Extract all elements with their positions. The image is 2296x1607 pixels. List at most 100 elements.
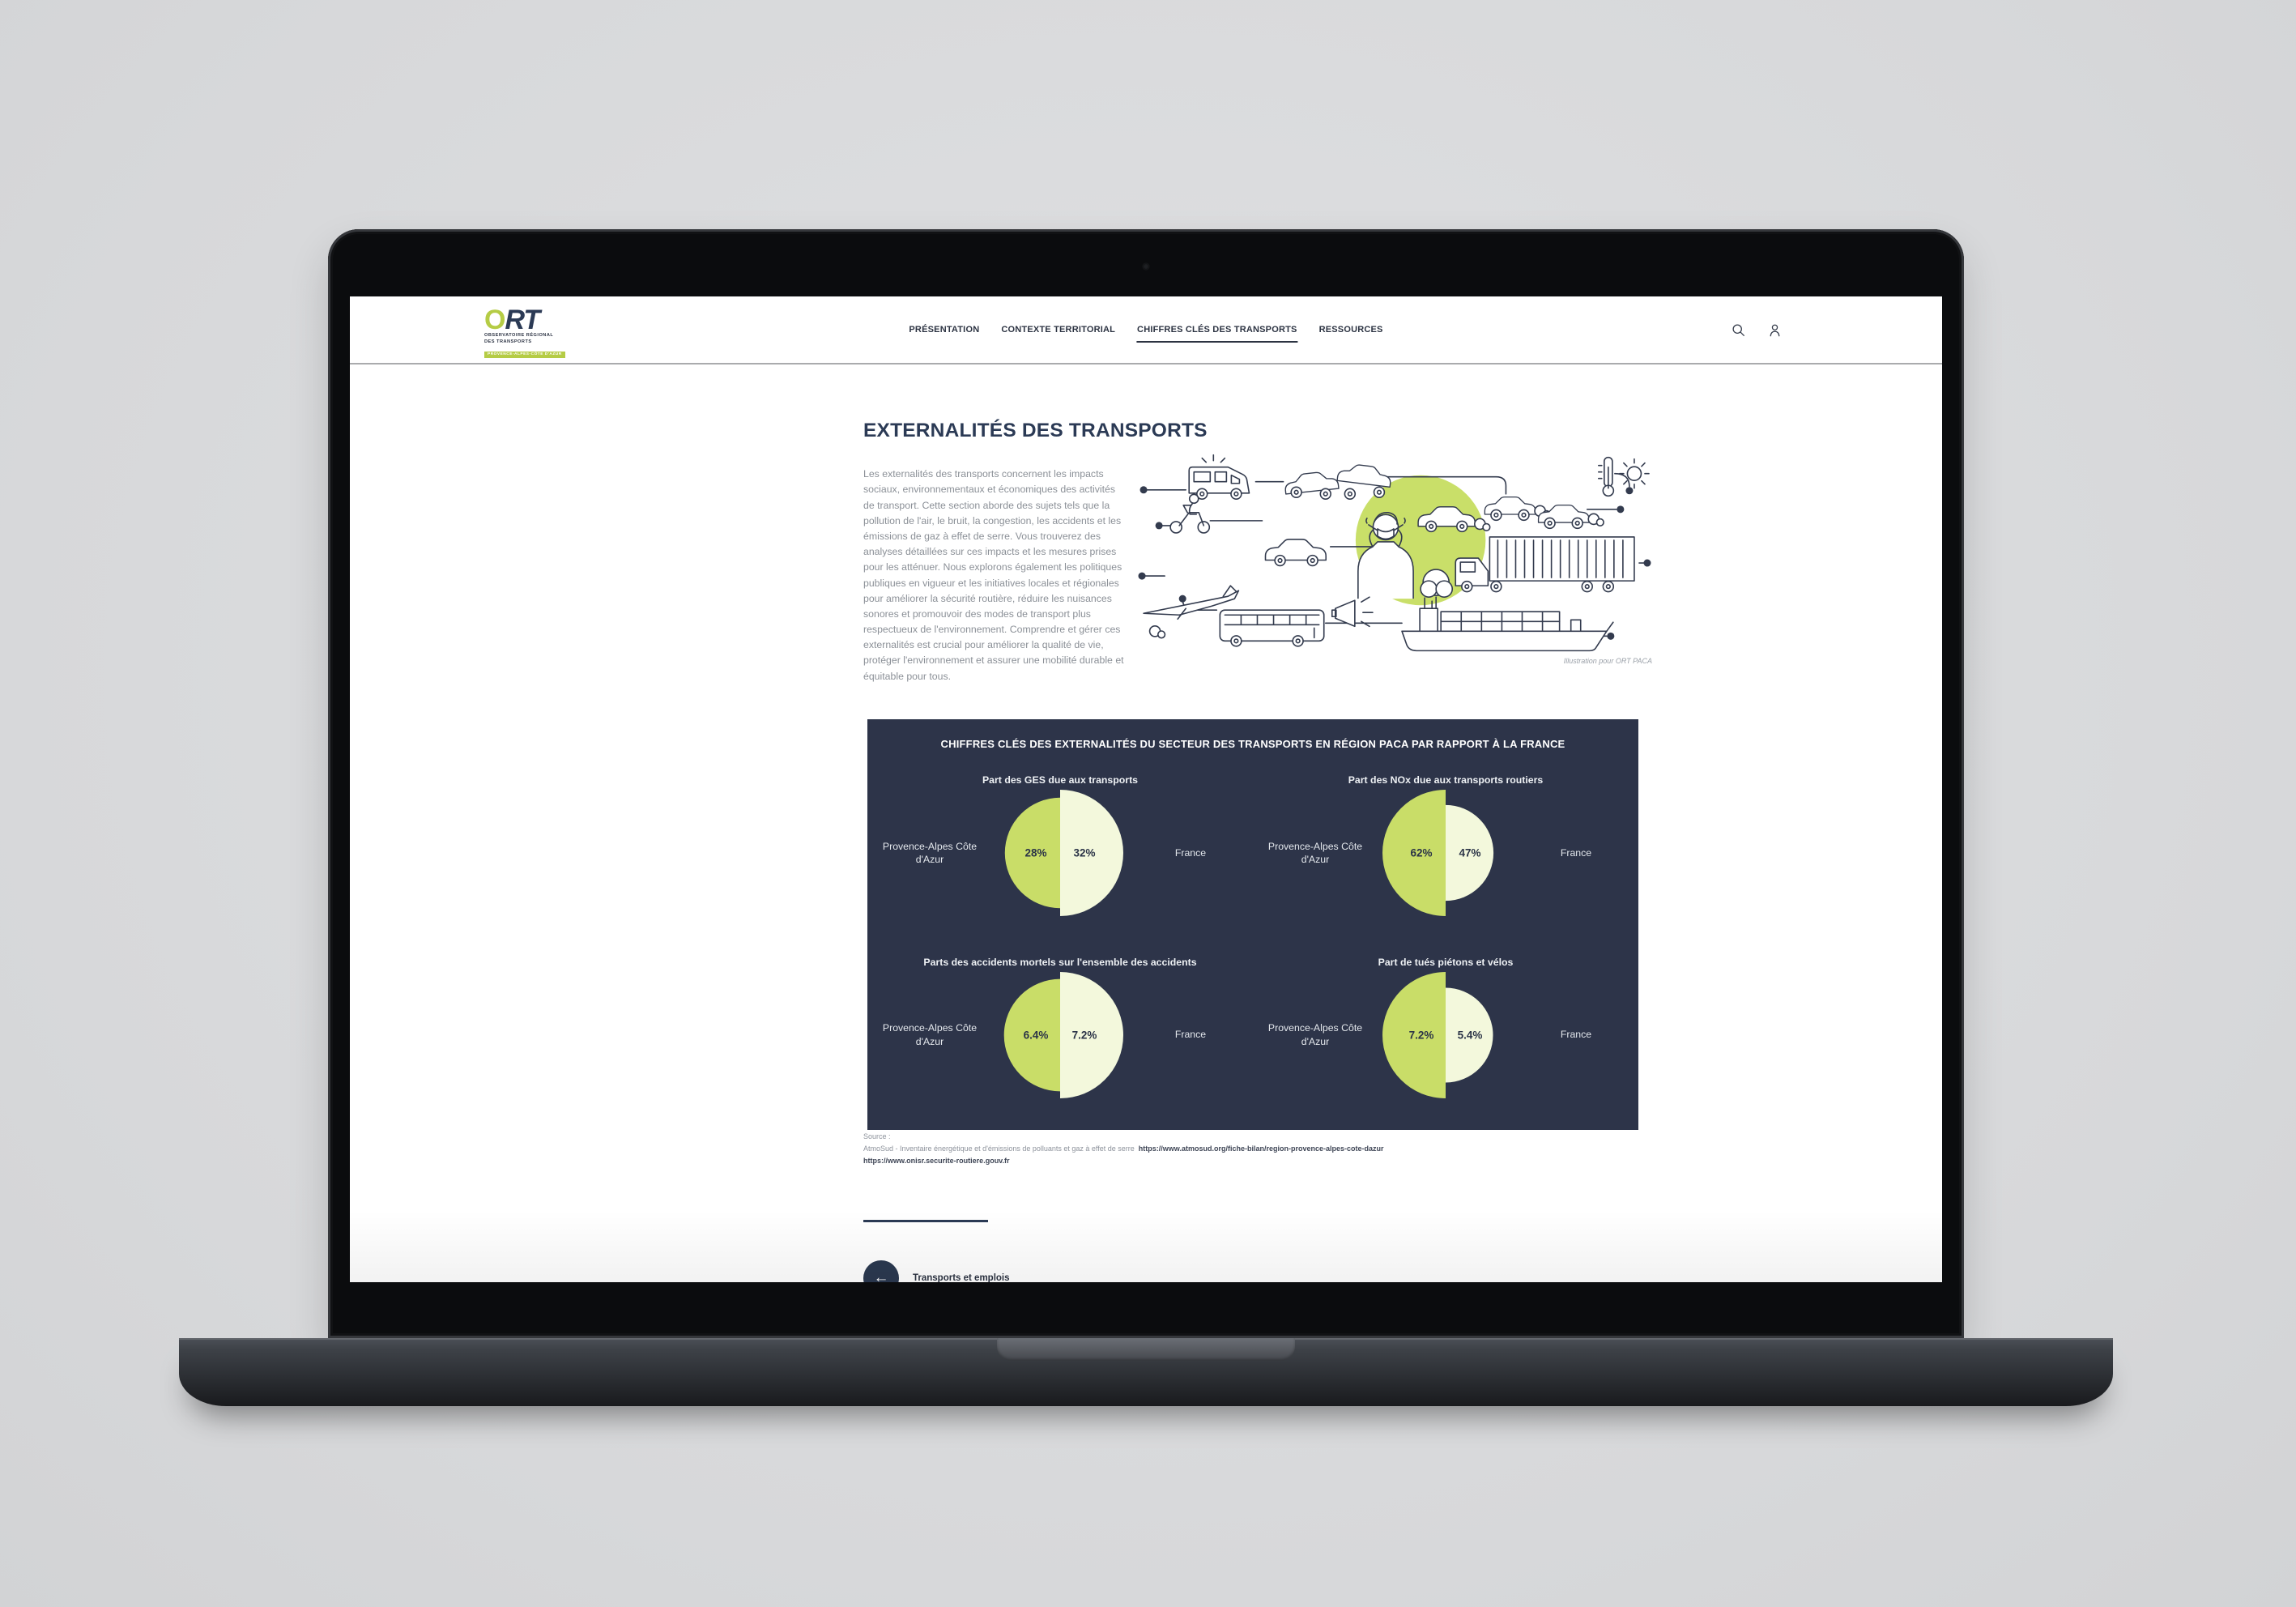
chart-pie-slot: 7.2% 5.4% (1373, 968, 1519, 1102)
half-pie-chart: 28% 32% (1004, 790, 1123, 916)
laptop-base-notch (997, 1338, 1295, 1361)
pie-half-france (1060, 971, 1123, 1098)
ort-logo-region-badge: PROVENCE-ALPES-CÔTE D'AZUR (484, 352, 565, 359)
chart-pie-slot: 28% 32% (987, 786, 1133, 920)
chart-row: Provence-Alpes Côte d'Azur 62% 47% France (1253, 786, 1638, 920)
pie-value-france: 32% (1073, 847, 1095, 859)
chart-cell: Part des NOx due aux transports routiers… (1253, 766, 1638, 948)
person-mask-icon (1357, 512, 1414, 599)
ort-logo-line2: DES TRANSPORTS (484, 339, 532, 345)
chart-label-right: France (1174, 1029, 1207, 1041)
ort-logo[interactable]: ORT OBSERVATOIRE RÉGIONAL DES TRANSPORTS… (484, 305, 565, 359)
user-icon[interactable] (1768, 323, 1782, 337)
suv-icon (1417, 506, 1491, 533)
main-nav: PRÉSENTATION CONTEXTE TERRITORIAL CHIFFR… (909, 296, 1382, 363)
chart-cell: Part de tués piétons et vélos Provence-A… (1253, 948, 1638, 1131)
chart-row: Provence-Alpes Côte d'Azur 28% 32% France (867, 786, 1253, 920)
tree-icon (1420, 569, 1454, 611)
site-header: ORT OBSERVATOIRE RÉGIONAL DES TRANSPORTS… (350, 296, 1942, 364)
pie-half-paca (1004, 797, 1060, 909)
chart-label-left: Provence-Alpes Côte d'Azur (882, 840, 978, 865)
pie-half-paca (1382, 790, 1446, 916)
nav-item-ressources[interactable]: RESSOURCES (1318, 325, 1383, 335)
section-divider (863, 1220, 988, 1222)
pie-value-france: 47% (1459, 847, 1480, 859)
chart-label-right: France (1174, 846, 1207, 859)
chart-label-right-wrap: France (1133, 1028, 1248, 1041)
webcam-dot (1143, 263, 1149, 270)
transport-illustration: Illustration pour ORT PACA (1132, 449, 1652, 665)
laptop-base (179, 1338, 2113, 1406)
chart-label-left: Provence-Alpes Côte d'Azur (882, 1022, 978, 1047)
page-title: EXTERNALITÉS DES TRANSPORTS (863, 420, 1208, 442)
chart-title: Part des GES due aux transports (982, 774, 1139, 786)
ort-logo-wordmark: ORT (484, 305, 540, 335)
half-pie-chart: 6.4% 7.2% (1003, 971, 1123, 1098)
chart-label-left: Provence-Alpes Côte d'Azur (1267, 1022, 1363, 1047)
pie-value-paca: 6.4% (1024, 1029, 1049, 1041)
source-link-atmosud[interactable]: https://www.atmosud.org/fiche-bilan/regi… (1138, 1144, 1384, 1153)
chart-label-left-wrap: Provence-Alpes Côte d'Azur (872, 1021, 987, 1047)
chart-cell: Parts des accidents mortels sur l'ensemb… (867, 948, 1253, 1131)
chart-label-right-wrap: France (1519, 1028, 1634, 1041)
chart-title: Part de tués piétons et vélos (1378, 956, 1514, 968)
chart-title: Parts des accidents mortels sur l'ensemb… (923, 956, 1197, 968)
header-icons (1732, 296, 1782, 363)
chart-row: Provence-Alpes Côte d'Azur 7.2% 5.4% Fran… (1253, 968, 1638, 1102)
source-attribution: AtmoSud - Inventaire énergétique et d'ém… (863, 1144, 1135, 1153)
search-icon[interactable] (1732, 323, 1745, 337)
chart-label-right: France (1560, 846, 1592, 859)
traffic-icon (1484, 496, 1604, 530)
pie-half-france (1446, 804, 1494, 902)
illustration-caption: Illustration pour ORT PACA (1563, 657, 1652, 665)
source-link-onisr[interactable]: https://www.onisr.securite-routiere.gouv… (863, 1156, 1010, 1165)
nav-item-chiffres-cles[interactable]: CHIFFRES CLÉS DES TRANSPORTS (1136, 325, 1298, 343)
laptop-screen-frame: ORT OBSERVATOIRE RÉGIONAL DES TRANSPORTS… (328, 229, 1964, 1338)
back-link[interactable]: ← Transports et emplois (863, 1260, 1010, 1282)
pie-value-france: 5.4% (1458, 1029, 1483, 1041)
arrow-left-icon: ← (873, 1269, 889, 1282)
connector-dots (1138, 486, 1651, 640)
airplane-icon (1143, 585, 1240, 639)
chart-pie-slot: 62% 47% (1373, 786, 1519, 920)
chart-cell: Part des GES due aux transports Provence… (867, 766, 1253, 948)
car-icon (1264, 539, 1327, 567)
chart-label-left-wrap: Provence-Alpes Côte d'Azur (872, 840, 987, 866)
scooter-icon (1169, 493, 1211, 534)
chart-label-right-wrap: France (1519, 846, 1634, 859)
megaphone-icon (1331, 596, 1374, 628)
pie-half-paca (1382, 971, 1446, 1098)
chart-row: Provence-Alpes Côte d'Azur 6.4% 7.2% Fran… (867, 968, 1253, 1102)
chart-label-left: Provence-Alpes Côte d'Azur (1267, 840, 1363, 865)
pie-half-paca (1003, 978, 1060, 1091)
chart-pie-slot: 6.4% 7.2% (987, 968, 1133, 1102)
chart-title: Part des NOx due aux transports routiers (1348, 774, 1544, 786)
browser-viewport: ORT OBSERVATOIRE RÉGIONAL DES TRANSPORTS… (350, 296, 1942, 1282)
bus-icon (1219, 609, 1325, 647)
pie-value-paca: 62% (1410, 847, 1432, 859)
ort-logo-line1: OBSERVATOIRE RÉGIONAL (484, 333, 554, 339)
source-line-atmosud: AtmoSud - Inventaire énergétique et d'ém… (863, 1143, 1383, 1155)
nav-item-presentation[interactable]: PRÉSENTATION (909, 325, 980, 335)
pie-value-paca: 28% (1024, 847, 1046, 859)
pie-half-france (1060, 790, 1123, 916)
nav-item-contexte-territorial[interactable]: CONTEXTE TERRITORIAL (1001, 325, 1116, 335)
key-figures-panel: CHIFFRES CLÉS DES EXTERNALITÉS DU SECTEU… (867, 719, 1638, 1130)
chart-label-left-wrap: Provence-Alpes Côte d'Azur (1258, 840, 1373, 866)
source-label: Source : (863, 1132, 891, 1140)
intro-paragraph: Les externalités des transports concerne… (863, 468, 1124, 682)
source-block: Source : AtmoSud - Inventaire énergétiqu… (863, 1131, 1383, 1167)
back-link-label: Transports et emplois (913, 1273, 1010, 1282)
chart-label-right: France (1560, 1029, 1592, 1041)
back-button[interactable]: ← (863, 1260, 899, 1282)
chart-label-right-wrap: France (1133, 846, 1248, 859)
chart-label-left-wrap: Provence-Alpes Côte d'Azur (1258, 1021, 1373, 1047)
transport-illustration-art (1138, 454, 1651, 652)
thermometer-sun-icon (1597, 456, 1650, 497)
pie-value-paca: 7.2% (1409, 1029, 1434, 1041)
pie-half-france (1446, 987, 1493, 1082)
chart-grid: Part des GES due aux transports Provence… (867, 766, 1638, 1130)
pie-value-france: 7.2% (1072, 1029, 1097, 1041)
half-pie-chart: 7.2% 5.4% (1382, 971, 1493, 1098)
